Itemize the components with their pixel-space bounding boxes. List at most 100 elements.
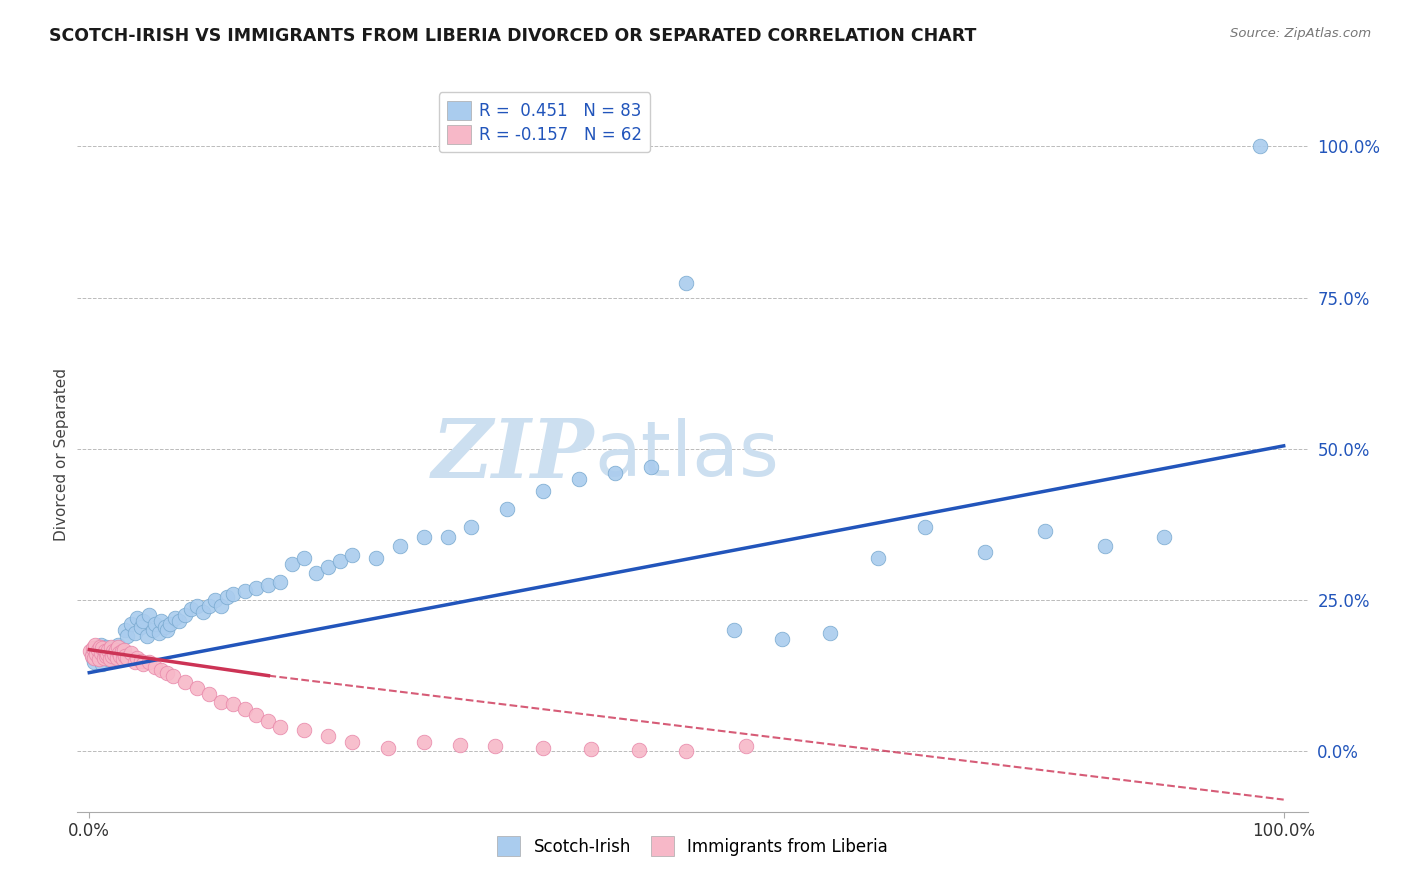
Point [107,639,129,653]
Point [675,744,697,758]
Point [89,652,111,666]
Point [149,663,172,677]
Point [281,557,304,571]
Point [159,617,181,632]
Point [675,276,697,290]
Point [914,520,936,534]
Point [82,641,104,656]
Point [723,624,745,638]
Point [149,614,172,628]
Text: ZIP: ZIP [432,415,595,495]
Point [101,644,124,658]
Point [568,472,591,486]
Text: atlas: atlas [595,418,779,491]
Point [87,644,110,658]
Point [204,593,226,607]
Point [974,544,997,558]
Point [86,642,108,657]
Point [104,642,127,657]
Point [94,640,117,655]
Point [412,530,434,544]
Point [96,648,118,662]
Point [84,639,107,653]
Point [191,605,214,619]
Point [112,642,135,657]
Point [340,548,363,562]
Point [103,650,125,665]
Point [484,739,506,754]
Point [269,574,291,589]
Point [110,644,132,658]
Legend: Scotch-Irish, Immigrants from Liberia: Scotch-Irish, Immigrants from Liberia [488,828,897,864]
Point [108,651,131,665]
Point [132,657,155,671]
Point [117,650,139,665]
Point [305,566,328,580]
Point [120,617,142,632]
Point [143,617,166,632]
Point [89,640,111,655]
Point [100,640,122,655]
Point [135,629,157,643]
Text: Source: ZipAtlas.com: Source: ZipAtlas.com [1230,27,1371,40]
Point [377,741,399,756]
Point [627,743,650,757]
Point [735,739,758,754]
Point [866,550,889,565]
Point [93,642,115,657]
Point [153,620,176,634]
Point [496,502,519,516]
Point [292,723,315,737]
Y-axis label: Divorced or Separated: Divorced or Separated [53,368,69,541]
Point [110,644,132,658]
Point [162,668,184,682]
Point [209,599,232,613]
Point [186,681,208,695]
Point [1094,539,1116,553]
Point [531,741,554,756]
Point [84,641,107,656]
Point [269,720,291,734]
Point [83,655,105,669]
Point [101,648,124,663]
Point [603,466,626,480]
Point [1153,530,1175,544]
Point [87,651,110,665]
Point [110,648,132,663]
Point [340,735,363,749]
Point [138,608,160,623]
Point [460,520,482,534]
Point [91,657,114,671]
Point [90,639,112,653]
Point [142,624,165,638]
Point [94,648,117,663]
Point [173,608,195,623]
Point [292,550,315,565]
Point [436,530,458,544]
Point [186,599,208,613]
Point [143,659,166,673]
Point [105,650,128,665]
Point [388,539,411,553]
Point [114,624,136,638]
Point [96,648,118,662]
Point [104,642,127,657]
Point [91,641,114,656]
Point [82,650,104,665]
Point [80,648,103,662]
Point [197,687,219,701]
Point [124,626,146,640]
Point [138,655,160,669]
Point [579,742,602,756]
Point [90,646,112,660]
Point [94,644,117,658]
Point [197,599,219,613]
Point [120,646,142,660]
Point [86,648,108,662]
Point [221,587,243,601]
Point [86,646,108,660]
Point [107,640,129,655]
Point [167,614,190,628]
Point [329,554,352,568]
Point [103,648,125,662]
